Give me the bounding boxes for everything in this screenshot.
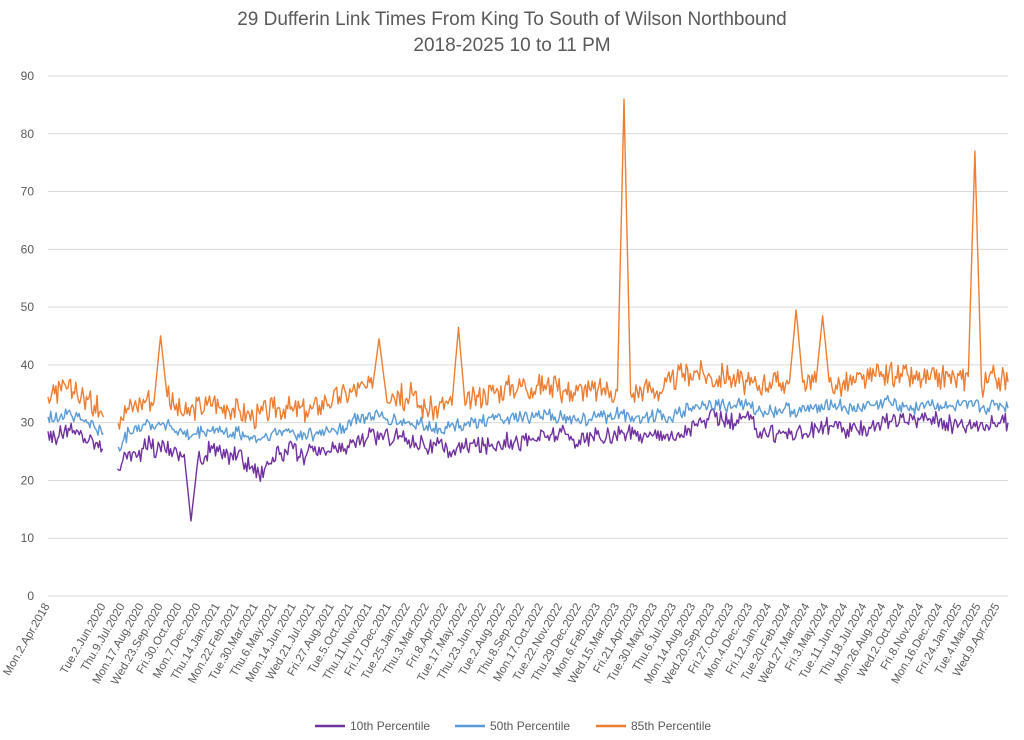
legend: 10th Percentile 50th Percentile 85th Perce…: [315, 719, 711, 733]
chart-subtitle: 2018-2025 10 to 11 PM: [413, 35, 610, 56]
y-tick-label: 30: [21, 416, 35, 430]
y-tick-label: 10: [21, 531, 35, 545]
chart-title: 29 Dufferin Link Times From King To Sout…: [237, 9, 787, 30]
series-line-1: [47, 394, 1009, 452]
y-tick-label: 60: [21, 242, 35, 256]
y-tick-label: 50: [21, 300, 35, 314]
x-axis-ticks: Mon.2.Apr.2018 Tue.2.Jun.2020Thu.9.Jul.20…: [2, 601, 1003, 687]
y-tick-label: 90: [21, 69, 35, 83]
legend-label-0: 10th Percentile: [350, 719, 430, 733]
gridlines: [48, 75, 1008, 597]
y-axis-ticks: 0 10 20 30 40 50 60 70 80 90: [21, 69, 35, 603]
y-tick-label: 0: [27, 589, 34, 603]
legend-label-2: 85th Percentile: [631, 719, 711, 733]
y-tick-label: 40: [21, 358, 35, 372]
series-line-2: [47, 98, 1009, 430]
series-line-0: [47, 408, 1009, 522]
series-lines: [47, 98, 1009, 522]
x-tick-label: Mon.2.Apr.2018: [2, 602, 53, 678]
y-tick-label: 20: [21, 473, 35, 487]
y-tick-label: 80: [21, 127, 35, 141]
legend-label-1: 50th Percentile: [490, 719, 570, 733]
y-tick-label: 70: [21, 185, 35, 199]
